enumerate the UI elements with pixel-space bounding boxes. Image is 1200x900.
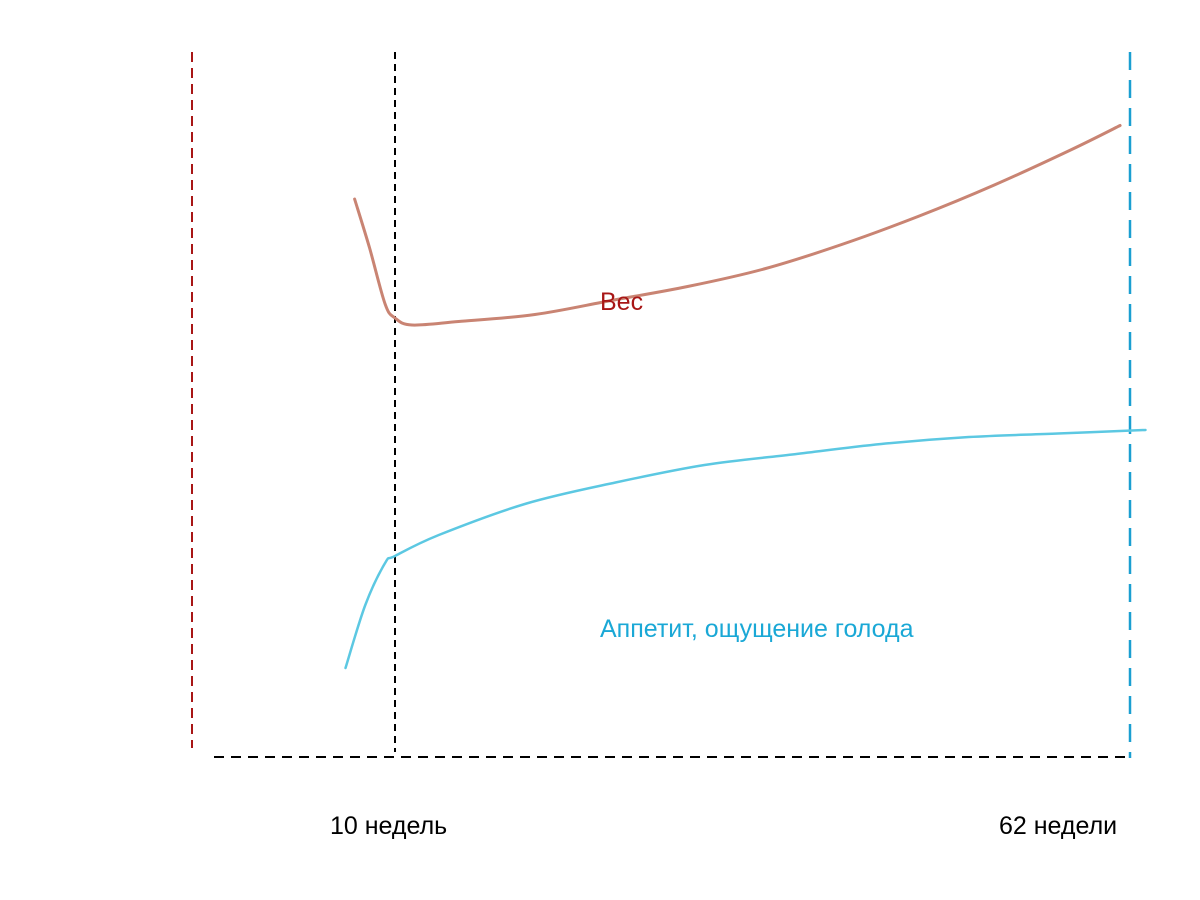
series-label-appetite: Аппетит, ощущение голода <box>600 615 914 643</box>
series-line-weight <box>353 124 1122 327</box>
series-label-weight: Вес <box>600 288 643 316</box>
marker-label-10-weeks: 10 недель <box>330 812 447 840</box>
series-line-appetite <box>344 428 1147 670</box>
marker-label-62-weeks: 62 недели <box>999 812 1117 840</box>
